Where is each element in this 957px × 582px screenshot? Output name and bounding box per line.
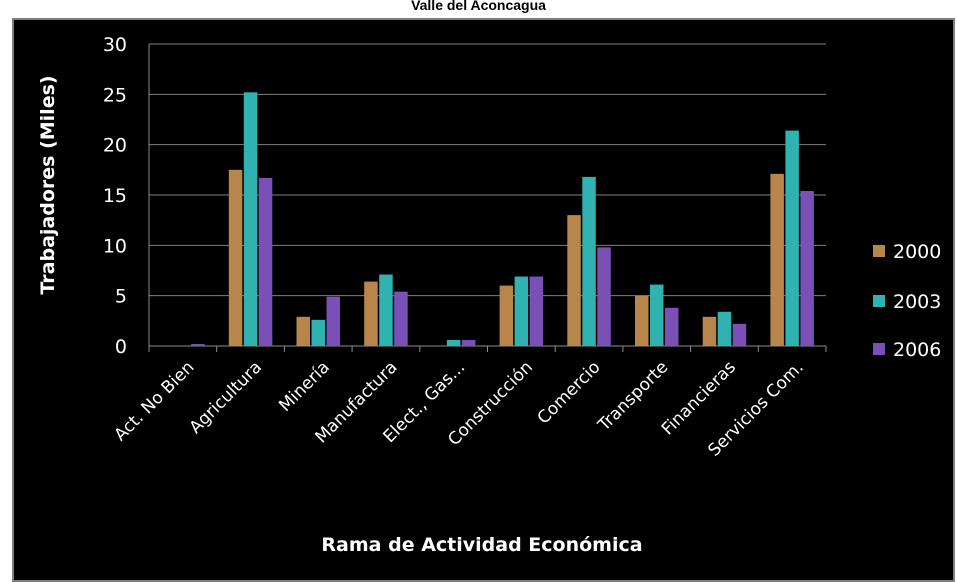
bar [717, 311, 732, 346]
x-tick-label: Act. No Bien [110, 357, 198, 445]
bar [296, 316, 310, 346]
bar [228, 169, 243, 346]
bar [597, 247, 611, 346]
bar [800, 190, 814, 346]
bar [191, 343, 205, 346]
chart-title: Valle del Aconcagua [411, 0, 546, 13]
y-axis-title: Trabajadores (Miles) [37, 75, 59, 294]
y-tick-label: 30 [103, 34, 127, 56]
legend-label: 2003 [893, 291, 941, 313]
y-tick-label: 15 [103, 185, 127, 207]
legend-swatch [873, 245, 885, 257]
legend-swatch [873, 343, 885, 355]
bar [567, 215, 581, 346]
bar [394, 291, 408, 346]
bar [258, 177, 273, 346]
y-tick-label: 0 [115, 336, 127, 358]
x-axis-title: Rama de Actividad Económica [321, 534, 642, 556]
bar [326, 296, 340, 346]
x-tick-label: Comercio [534, 357, 605, 428]
bar [732, 323, 747, 346]
bar [582, 176, 596, 346]
x-tick-label: Agricultura [186, 357, 266, 437]
bar [461, 339, 476, 346]
bar [665, 307, 679, 346]
y-tick-label: 5 [115, 286, 127, 308]
bar [364, 281, 378, 346]
bar [311, 319, 325, 346]
bar [514, 276, 529, 346]
bar [243, 92, 258, 346]
bar [770, 173, 784, 346]
y-tick-label: 10 [103, 235, 127, 257]
legend-label: 2000 [893, 241, 941, 263]
legend-swatch [873, 295, 885, 307]
y-tick-label: 25 [103, 84, 127, 106]
bar [446, 339, 461, 346]
bar [785, 130, 799, 346]
bar [499, 285, 514, 346]
bar [635, 295, 649, 346]
bar [529, 276, 544, 346]
bar [379, 274, 393, 346]
x-tick-label: Minería [275, 357, 334, 416]
bar [702, 316, 717, 346]
y-tick-label: 20 [103, 135, 127, 157]
legend-label: 2006 [893, 339, 941, 361]
bar [650, 284, 664, 346]
